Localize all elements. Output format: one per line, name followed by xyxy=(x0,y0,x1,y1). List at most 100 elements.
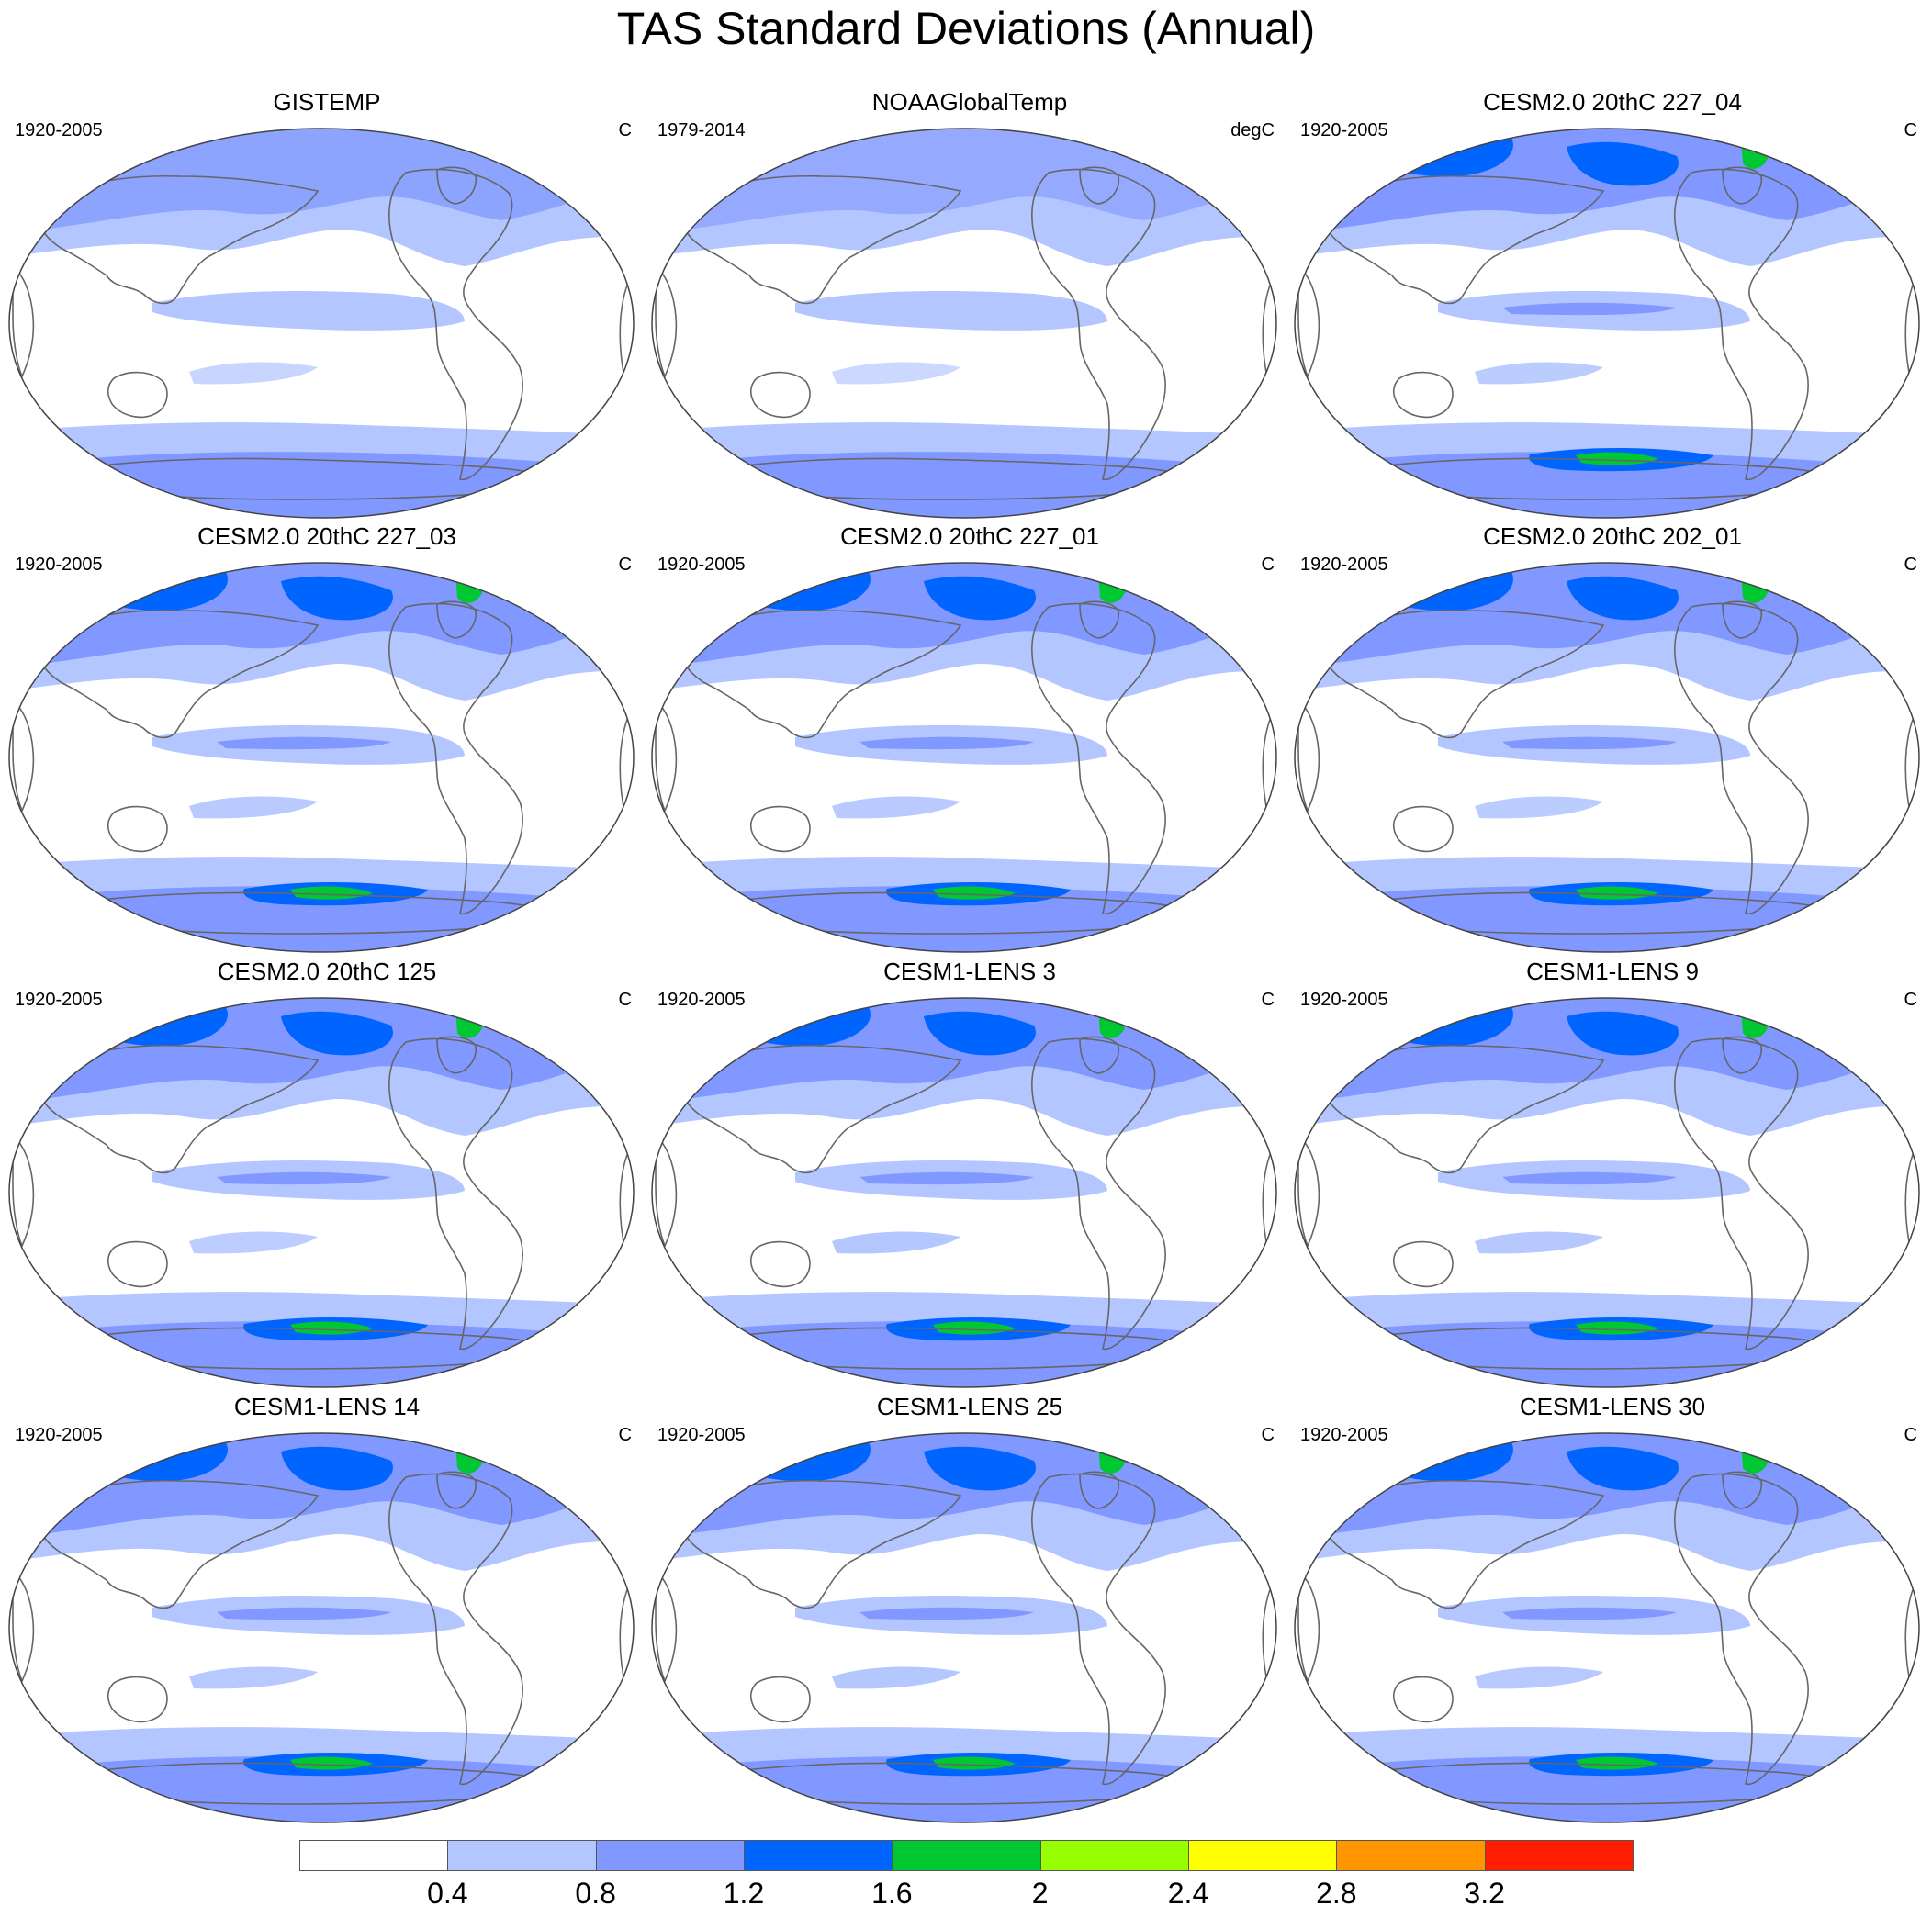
map-svg xyxy=(8,1432,635,1823)
panel-period: 1920-2005 xyxy=(15,120,103,140)
panel-title: CESM2.0 20thC 125 xyxy=(217,958,437,985)
map-border xyxy=(651,128,1277,519)
colorbar-box xyxy=(1039,1840,1189,1871)
contour-fill xyxy=(281,1446,393,1491)
coastline xyxy=(107,1240,168,1288)
contour-fill xyxy=(290,1321,373,1335)
panel-period: 1979-2014 xyxy=(657,120,746,140)
contour-fill xyxy=(1576,452,1658,465)
contour-fill xyxy=(1401,1438,1456,1462)
coastline xyxy=(1323,609,1605,739)
contour-fill xyxy=(722,1433,871,1482)
colorbar-box xyxy=(892,1840,1041,1871)
colorbar-box xyxy=(1336,1840,1486,1871)
coastline xyxy=(1392,371,1454,419)
map-border xyxy=(651,562,1277,953)
coastline xyxy=(655,264,678,379)
contour-fill xyxy=(795,291,1107,331)
coastline xyxy=(436,1471,477,1509)
coastline xyxy=(749,1240,811,1288)
panel-title: CESM1-LENS 9 xyxy=(1526,958,1699,985)
colorbar-label: 2.8 xyxy=(1316,1877,1357,1910)
contour-fill xyxy=(758,567,814,591)
coastline xyxy=(680,609,962,739)
panel-title: CESM1-LENS 25 xyxy=(876,1393,1063,1420)
coastline xyxy=(38,174,320,305)
coastline xyxy=(1079,1471,1120,1509)
map-border xyxy=(8,562,635,953)
map-panel: GISTEMP 1920-2005 C xyxy=(6,88,648,525)
contour-fill xyxy=(116,1438,171,1462)
colorbar-label: 1.2 xyxy=(723,1877,765,1910)
panel-unit: C xyxy=(1904,1425,1917,1445)
contour-fill xyxy=(722,998,871,1047)
panel-title: CESM2.0 20thC 227_01 xyxy=(840,522,1099,550)
contour-fill xyxy=(1576,886,1658,900)
contour-fill xyxy=(281,576,393,621)
coastline xyxy=(1297,699,1320,813)
contour-fill xyxy=(924,1446,1036,1491)
coastline xyxy=(1674,1473,1809,1786)
panel-title: CESM2.0 20thC 202_01 xyxy=(1483,522,1742,550)
contour-fill xyxy=(1401,133,1456,157)
panel-title: CESM1-LENS 14 xyxy=(233,1393,421,1420)
coastline xyxy=(1297,1569,1320,1684)
coastline xyxy=(1297,1134,1320,1249)
contour-fill xyxy=(1475,362,1603,385)
map-panel: CESM1-LENS 9 1920-2005 C xyxy=(1291,958,1932,1395)
map-panel: CESM2.0 20thC 125 1920-2005 C xyxy=(6,958,648,1395)
coastline xyxy=(1323,174,1605,305)
contour-fill xyxy=(189,1231,318,1254)
coastline xyxy=(680,1044,962,1174)
coastline xyxy=(1079,600,1120,639)
coastline xyxy=(1674,168,1809,481)
contour-fill xyxy=(1576,1321,1658,1335)
coastline xyxy=(388,602,523,915)
coastline xyxy=(1722,166,1763,205)
contour-fill xyxy=(933,886,1016,900)
coastline xyxy=(388,1037,523,1351)
coastline xyxy=(1297,264,1320,379)
map-svg xyxy=(651,1432,1277,1823)
contour-fill xyxy=(832,1666,960,1689)
contour-fill xyxy=(290,886,373,900)
panel-period: 1920-2005 xyxy=(657,990,746,1010)
panel-unit: C xyxy=(618,555,632,575)
colorbar-label: 2 xyxy=(1031,1877,1049,1910)
panel-period: 1920-2005 xyxy=(15,990,103,1010)
contour-fill xyxy=(217,1172,391,1185)
contour-fill xyxy=(1502,736,1677,750)
contour-fill xyxy=(758,1438,814,1462)
map-border xyxy=(8,997,635,1388)
contour-fill xyxy=(189,362,318,385)
panel-unit: C xyxy=(1904,990,1917,1010)
panel-period: 1920-2005 xyxy=(1300,1425,1388,1445)
colorbar-box xyxy=(595,1840,745,1871)
contour-fill xyxy=(152,291,465,331)
colorbar xyxy=(299,1840,1634,1875)
contour-fill xyxy=(1576,1756,1658,1770)
coastline xyxy=(12,264,35,379)
panel-title: CESM2.0 20thC 227_04 xyxy=(1483,88,1742,116)
map-panel: NOAAGlobalTemp 1979-2014 degC xyxy=(648,88,1291,525)
map-svg xyxy=(651,997,1277,1388)
map-panel: CESM1-LENS 14 1920-2005 C xyxy=(6,1393,648,1830)
coastline xyxy=(1079,1036,1120,1074)
contour-fill xyxy=(1365,129,1513,177)
coastline xyxy=(12,1569,35,1684)
coastline xyxy=(1323,1044,1605,1174)
map-border xyxy=(1294,562,1920,953)
contour-fill xyxy=(79,998,228,1047)
contour-fill xyxy=(281,1011,393,1056)
map-svg xyxy=(8,128,635,519)
coastline xyxy=(1722,1471,1763,1509)
coastline xyxy=(1079,166,1120,205)
map-panel: CESM1-LENS 3 1920-2005 C xyxy=(648,958,1291,1395)
contour-fill xyxy=(832,362,960,385)
contour-fill xyxy=(1401,1003,1456,1026)
contour-fill xyxy=(768,1005,793,1019)
coastline xyxy=(655,1569,678,1684)
coastline xyxy=(107,805,168,853)
coastline xyxy=(749,805,811,853)
map-svg xyxy=(1294,997,1920,1388)
